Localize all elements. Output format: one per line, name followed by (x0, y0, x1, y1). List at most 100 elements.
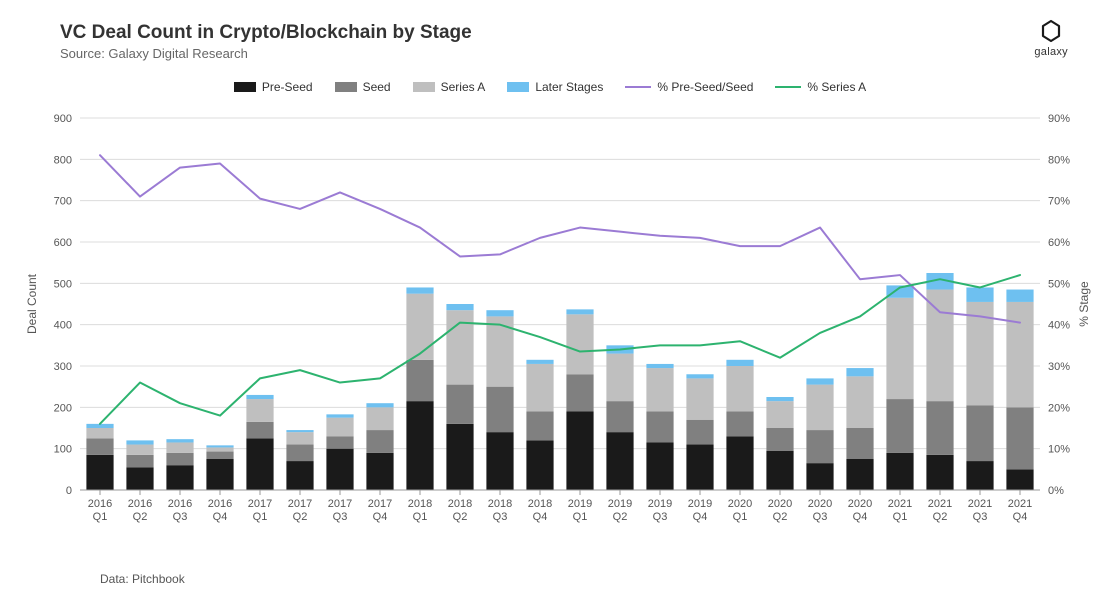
bar-segment (566, 411, 593, 490)
svg-text:Q1: Q1 (573, 511, 588, 523)
svg-text:Q1: Q1 (253, 511, 268, 523)
svg-text:Q1: Q1 (893, 511, 908, 523)
legend-line-pct-series-a (775, 86, 801, 88)
bar-segment (766, 401, 793, 428)
y-axis-right: 0%10%20%30%40%50%60%70%80%90% (1048, 113, 1070, 497)
bar-segment (326, 449, 353, 490)
bar-segment (486, 387, 513, 432)
svg-text:2018: 2018 (528, 498, 552, 510)
svg-text:20%: 20% (1048, 402, 1070, 414)
svg-text:2018: 2018 (408, 498, 432, 510)
legend-swatch-pre-seed (234, 82, 256, 92)
legend-label-pre-seed: Pre-Seed (262, 80, 313, 94)
bar-segment (566, 314, 593, 374)
svg-text:2018: 2018 (488, 498, 512, 510)
bar-segment (726, 411, 753, 436)
bar-segment (366, 403, 393, 407)
svg-text:Q3: Q3 (333, 511, 348, 523)
bar-segment (206, 445, 233, 447)
legend-item-series-a: Series A (413, 80, 486, 94)
svg-text:Q3: Q3 (493, 511, 508, 523)
svg-text:2016: 2016 (128, 498, 152, 510)
svg-text:2020: 2020 (808, 498, 832, 510)
bar-segment (326, 414, 353, 417)
svg-text:Q2: Q2 (453, 511, 468, 523)
legend-label-seed: Seed (363, 80, 391, 94)
bar-segment (526, 411, 553, 440)
svg-text:2019: 2019 (568, 498, 592, 510)
bar-segment (606, 354, 633, 402)
svg-text:2018: 2018 (448, 498, 472, 510)
bar-segment (526, 360, 553, 364)
legend-item-pct-preseed-seed: % Pre-Seed/Seed (625, 80, 753, 94)
bar-segment (366, 453, 393, 490)
bar-segment (1006, 407, 1033, 469)
bar-segment (926, 401, 953, 455)
svg-text:800: 800 (54, 154, 72, 166)
chart-title: VC Deal Count in Crypto/Blockchain by St… (60, 22, 472, 44)
svg-text:2017: 2017 (248, 498, 272, 510)
svg-text:Q4: Q4 (853, 511, 868, 523)
bar-segment (246, 422, 273, 439)
svg-text:60%: 60% (1048, 237, 1070, 249)
chart-container: VC Deal Count in Crypto/Blockchain by St… (0, 0, 1100, 602)
legend-swatch-later (507, 82, 529, 92)
bar-segment (286, 445, 313, 462)
bar-segment (286, 430, 313, 432)
svg-text:2019: 2019 (608, 498, 632, 510)
y-axis-left: 0100200300400500600700800900 (54, 113, 72, 497)
svg-text:600: 600 (54, 237, 72, 249)
bar-segment (86, 455, 113, 490)
svg-text:Q1: Q1 (93, 511, 108, 523)
brand-logo-text: galaxy (1034, 46, 1068, 58)
svg-text:Q1: Q1 (413, 511, 428, 523)
svg-text:2017: 2017 (368, 498, 392, 510)
bar-segment (526, 440, 553, 490)
bar-segment (566, 309, 593, 314)
bar-segment (366, 407, 393, 430)
bar-segment (886, 453, 913, 490)
bar-segment (726, 366, 753, 411)
svg-text:Q4: Q4 (213, 511, 228, 523)
bar-segment (686, 420, 713, 445)
bar-segment (286, 432, 313, 444)
svg-text:30%: 30% (1048, 361, 1070, 373)
bar-segment (646, 442, 673, 490)
bar-segment (446, 385, 473, 424)
svg-text:2017: 2017 (328, 498, 352, 510)
bar-segment (246, 395, 273, 399)
bar-segment (486, 310, 513, 316)
bar-segment (326, 418, 353, 437)
bar-segment (486, 432, 513, 490)
svg-text:2021: 2021 (928, 498, 952, 510)
svg-text:Q1: Q1 (733, 511, 748, 523)
bar-segment (446, 304, 473, 310)
svg-text:2020: 2020 (848, 498, 872, 510)
bar-segment (926, 290, 953, 402)
bar-segment (166, 439, 193, 442)
bar-segment (166, 465, 193, 490)
svg-text:2020: 2020 (728, 498, 752, 510)
bar-segment (646, 364, 673, 368)
svg-text:50%: 50% (1048, 278, 1070, 290)
bar-segment (646, 368, 673, 411)
bar-segment (286, 461, 313, 490)
bar-segment (686, 374, 713, 378)
svg-text:2019: 2019 (648, 498, 672, 510)
bar-segment (1006, 290, 1033, 302)
bar-segment (686, 445, 713, 490)
bar-segment (246, 438, 273, 490)
bars (86, 273, 1033, 490)
bar-segment (886, 399, 913, 453)
bar-segment (126, 455, 153, 467)
bar-segment (806, 378, 833, 384)
bar-segment (806, 430, 833, 463)
legend-item-later: Later Stages (507, 80, 603, 94)
legend-item-pre-seed: Pre-Seed (234, 80, 313, 94)
svg-text:0%: 0% (1048, 485, 1064, 497)
bar-segment (406, 360, 433, 401)
bar-segment (206, 459, 233, 490)
bar-segment (526, 364, 553, 412)
svg-text:300: 300 (54, 361, 72, 373)
legend-label-pct-preseed-seed: % Pre-Seed/Seed (657, 80, 753, 94)
